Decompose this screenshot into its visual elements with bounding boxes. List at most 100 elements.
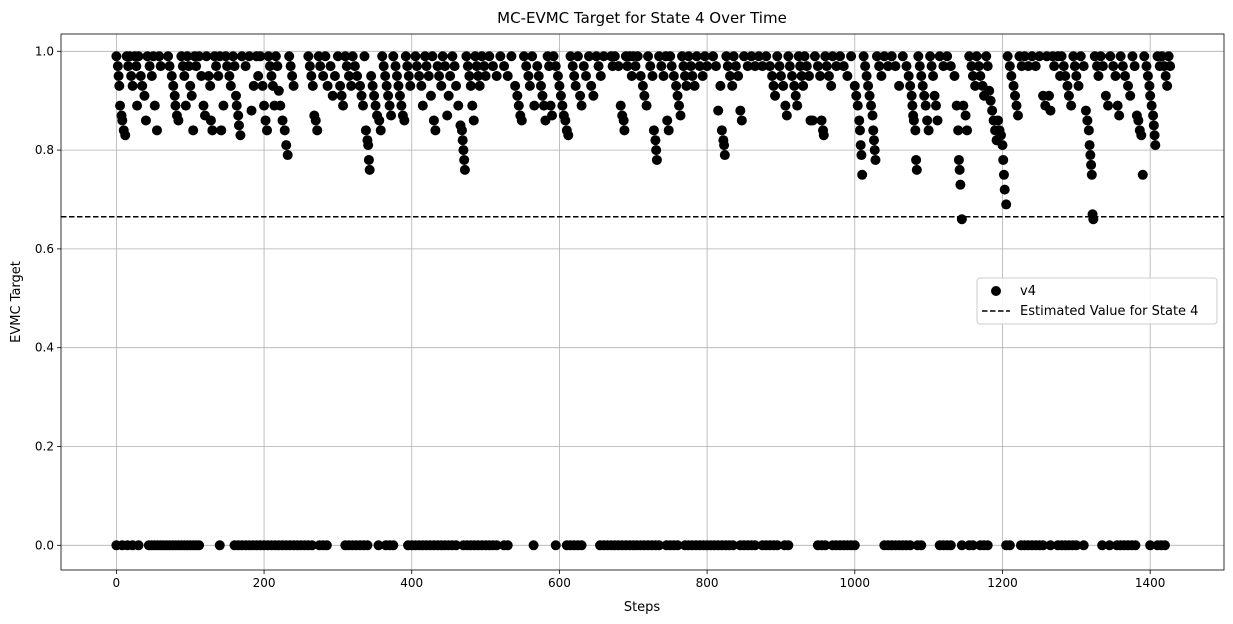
data-point	[868, 135, 879, 146]
data-point	[303, 51, 314, 62]
data-point	[257, 80, 268, 91]
data-point	[394, 90, 405, 101]
data-point	[820, 51, 831, 62]
data-point	[926, 61, 937, 72]
data-point	[310, 115, 321, 126]
data-point	[1093, 70, 1104, 81]
legend-marker-v4	[991, 286, 1001, 296]
x-axis-label: Steps	[624, 600, 661, 615]
data-point	[595, 70, 606, 81]
data-point	[1006, 70, 1017, 81]
data-point	[1136, 130, 1147, 141]
data-point	[495, 51, 506, 62]
data-point	[689, 80, 700, 91]
data-point	[923, 125, 934, 136]
data-point	[1163, 51, 1174, 62]
data-point	[335, 80, 346, 91]
data-point	[375, 125, 386, 136]
data-point	[784, 61, 795, 72]
data-point	[451, 80, 462, 91]
data-point	[205, 115, 216, 126]
data-point	[154, 51, 165, 62]
data-point	[288, 80, 299, 91]
data-point	[275, 100, 286, 111]
y-tick-label: 1.0	[35, 44, 54, 58]
data-point	[231, 100, 242, 111]
data-point	[528, 540, 539, 551]
data-point	[457, 135, 468, 146]
data-point	[1100, 90, 1111, 101]
data-point	[903, 70, 914, 81]
data-point	[849, 80, 860, 91]
data-point	[1049, 61, 1060, 72]
data-point	[502, 540, 513, 551]
data-point	[563, 130, 574, 141]
data-point	[423, 70, 434, 81]
data-point	[484, 51, 495, 62]
data-point	[320, 51, 331, 62]
data-point	[1004, 61, 1015, 72]
data-point	[1115, 51, 1126, 62]
data-point	[1082, 115, 1093, 126]
data-point	[787, 70, 798, 81]
data-point	[1060, 70, 1071, 81]
data-point	[953, 154, 964, 165]
data-point	[1104, 540, 1115, 551]
data-point	[722, 61, 733, 72]
x-tick-label: 1200	[987, 576, 1018, 590]
data-point	[1088, 214, 1099, 225]
data-point	[183, 61, 194, 72]
x-tick-label: 1400	[1135, 576, 1166, 590]
data-point	[827, 51, 838, 62]
data-point	[417, 100, 428, 111]
data-point	[370, 100, 381, 111]
data-point	[654, 540, 665, 551]
data-point	[1078, 540, 1089, 551]
data-point	[137, 80, 148, 91]
data-point	[304, 61, 315, 72]
data-point	[619, 125, 630, 136]
legend-box	[976, 277, 1218, 325]
data-point	[938, 61, 949, 72]
data-point	[164, 61, 175, 72]
data-point	[975, 70, 986, 81]
data-point	[284, 51, 295, 62]
data-point	[761, 51, 772, 62]
data-point	[1066, 100, 1077, 111]
data-point	[699, 51, 710, 62]
data-point	[399, 115, 410, 126]
data-point	[716, 125, 727, 136]
data-point	[554, 80, 565, 91]
data-point	[216, 125, 227, 136]
data-point	[349, 61, 360, 72]
data-point	[321, 540, 332, 551]
data-point	[578, 61, 589, 72]
data-point	[1045, 105, 1056, 116]
data-point	[993, 115, 1004, 126]
data-point	[615, 100, 626, 111]
data-point	[868, 125, 879, 136]
data-point	[953, 125, 964, 136]
data-point	[476, 51, 487, 62]
data-point	[855, 140, 866, 151]
data-point	[123, 61, 134, 72]
data-point	[240, 61, 251, 72]
data-point	[816, 115, 827, 126]
data-point	[955, 179, 966, 190]
data-point	[191, 61, 202, 72]
data-point	[671, 80, 682, 91]
data-point	[949, 70, 960, 81]
x-tick-label: 400	[400, 576, 423, 590]
data-point	[823, 70, 834, 81]
data-point	[630, 61, 641, 72]
data-point	[857, 169, 868, 180]
data-point	[442, 110, 453, 121]
data-point	[651, 145, 662, 156]
data-point	[117, 115, 128, 126]
x-tick-label: 0	[113, 576, 121, 590]
data-point	[609, 51, 620, 62]
data-point	[416, 80, 427, 91]
data-point	[400, 51, 411, 62]
data-point	[591, 51, 602, 62]
